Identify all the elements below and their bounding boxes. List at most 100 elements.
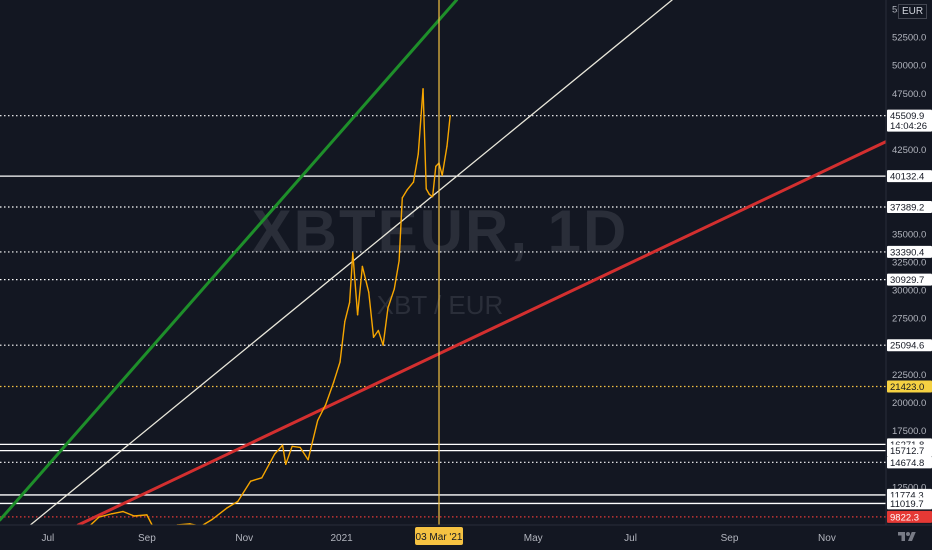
price-scale-panel[interactable] <box>886 0 932 525</box>
time-scale[interactable]: Jul Sep Nov 2021 May Jul Sep Nov <box>41 533 835 544</box>
level-badge-label: 11019.7 <box>890 499 924 510</box>
time-tick-label: Nov <box>818 533 836 544</box>
price-tick-label: 42500.0 <box>892 145 926 156</box>
price-segment <box>382 307 389 346</box>
price-segment <box>324 381 335 406</box>
price-segment <box>332 361 341 383</box>
trendline <box>29 0 673 526</box>
trendline <box>0 0 459 522</box>
price-tick-label: 50000.0 <box>892 61 926 72</box>
level-badge <box>887 510 932 523</box>
level-badge-label: 15712.7 <box>890 446 924 457</box>
level-badges: 45509.914:04:26 40132.4 37389.2 33390.4 3092… <box>887 109 932 523</box>
price-segment <box>237 480 252 503</box>
level-badge <box>887 456 932 469</box>
price-segment <box>422 88 427 190</box>
tradingview-logo-icon[interactable] <box>898 530 916 544</box>
price-segment <box>356 265 364 316</box>
level-badge <box>887 200 932 213</box>
time-tick-label: Jul <box>41 533 54 544</box>
price-segment <box>316 404 327 422</box>
price-segment <box>281 444 287 465</box>
level-badge <box>887 444 932 457</box>
crosshair-date-label: 03 Mar '21 <box>415 527 464 545</box>
watermark-symbol: XBTEUR, 1D <box>252 198 629 265</box>
horizontal-levels <box>0 115 886 518</box>
price-segment <box>398 197 403 262</box>
time-tick-label: Jul <box>624 533 637 544</box>
price-tick-label: 17500.0 <box>892 426 926 437</box>
price-segment <box>307 419 319 461</box>
price-segment <box>401 189 408 199</box>
price-segment <box>372 329 380 338</box>
crosshair-date-text: 03 Mar '21 <box>416 532 463 543</box>
price-segment <box>431 165 437 198</box>
trendline <box>76 140 888 527</box>
price-segment <box>299 446 309 461</box>
price-segment <box>122 510 135 517</box>
level-badge-label: 21423.0 <box>890 382 924 393</box>
level-badge-label: 33390.4 <box>890 247 924 258</box>
price-segment <box>425 188 431 196</box>
price-segment <box>261 453 276 479</box>
level-badge <box>887 109 932 132</box>
time-tick-label: Sep <box>721 533 739 544</box>
time-tick-label: 2021 <box>331 533 354 544</box>
time-tick-label: Nov <box>235 533 253 544</box>
level-badge-label: 25094.6 <box>890 341 924 352</box>
level-badge <box>887 497 932 510</box>
price-tick-label: 22500.0 <box>892 370 926 381</box>
time-tick-label: Sep <box>138 533 156 544</box>
price-series <box>0 88 451 537</box>
level-badge <box>887 339 932 352</box>
price-tick-label: 32500.0 <box>892 257 926 268</box>
level-badge <box>887 380 932 393</box>
price-segment <box>111 510 124 515</box>
price-segment <box>285 445 293 465</box>
price-tick-label: 52500.0 <box>892 33 926 44</box>
price-segment <box>377 329 384 346</box>
price-segment <box>344 301 351 323</box>
time-scale-panel[interactable] <box>0 525 932 550</box>
level-badge <box>887 170 932 183</box>
level-badge-label: 11774.3 <box>890 490 924 501</box>
level-badge-time: 14:04:26 <box>890 121 927 132</box>
level-badge-label: 45509.9 <box>890 111 924 122</box>
level-badge <box>887 273 932 286</box>
price-segment <box>348 252 354 304</box>
price-segment <box>249 477 263 482</box>
price-tick-label: 30000.0 <box>892 286 926 297</box>
level-badge-label: 37389.2 <box>890 202 924 213</box>
level-badge-label: 9822.3 <box>890 512 919 523</box>
price-segment <box>225 500 239 509</box>
price-segment <box>417 88 424 155</box>
currency-label[interactable]: EUR <box>898 4 928 19</box>
price-segment <box>133 514 148 517</box>
price-tick-label: 27500.0 <box>892 314 926 325</box>
price-segment <box>361 265 370 293</box>
price-tick-label: 35000.0 <box>892 229 926 240</box>
price-segment <box>98 513 113 518</box>
price-segment <box>387 288 396 309</box>
price-segment <box>352 252 359 316</box>
price-segment <box>273 444 284 455</box>
level-badge-label: 14674.8 <box>890 458 924 469</box>
price-tick-label: 12500.0 <box>892 482 926 493</box>
price-segment <box>393 260 400 290</box>
price-segment <box>291 445 301 449</box>
price-tick-label: 47500.0 <box>892 89 926 100</box>
level-badge-label: 40132.4 <box>890 172 924 183</box>
trendlines <box>0 0 888 527</box>
crosshair-date-badge <box>415 527 464 545</box>
price-segment <box>211 507 228 521</box>
level-badge-label: 30929.7 <box>890 275 924 286</box>
price-segment <box>406 181 415 191</box>
price-segment <box>446 114 451 147</box>
price-segment <box>339 320 346 363</box>
price-segment <box>368 291 375 338</box>
price-segment <box>412 153 419 183</box>
watermark-pair: XBT / EUR <box>377 290 504 320</box>
time-tick-label: May <box>524 533 543 544</box>
